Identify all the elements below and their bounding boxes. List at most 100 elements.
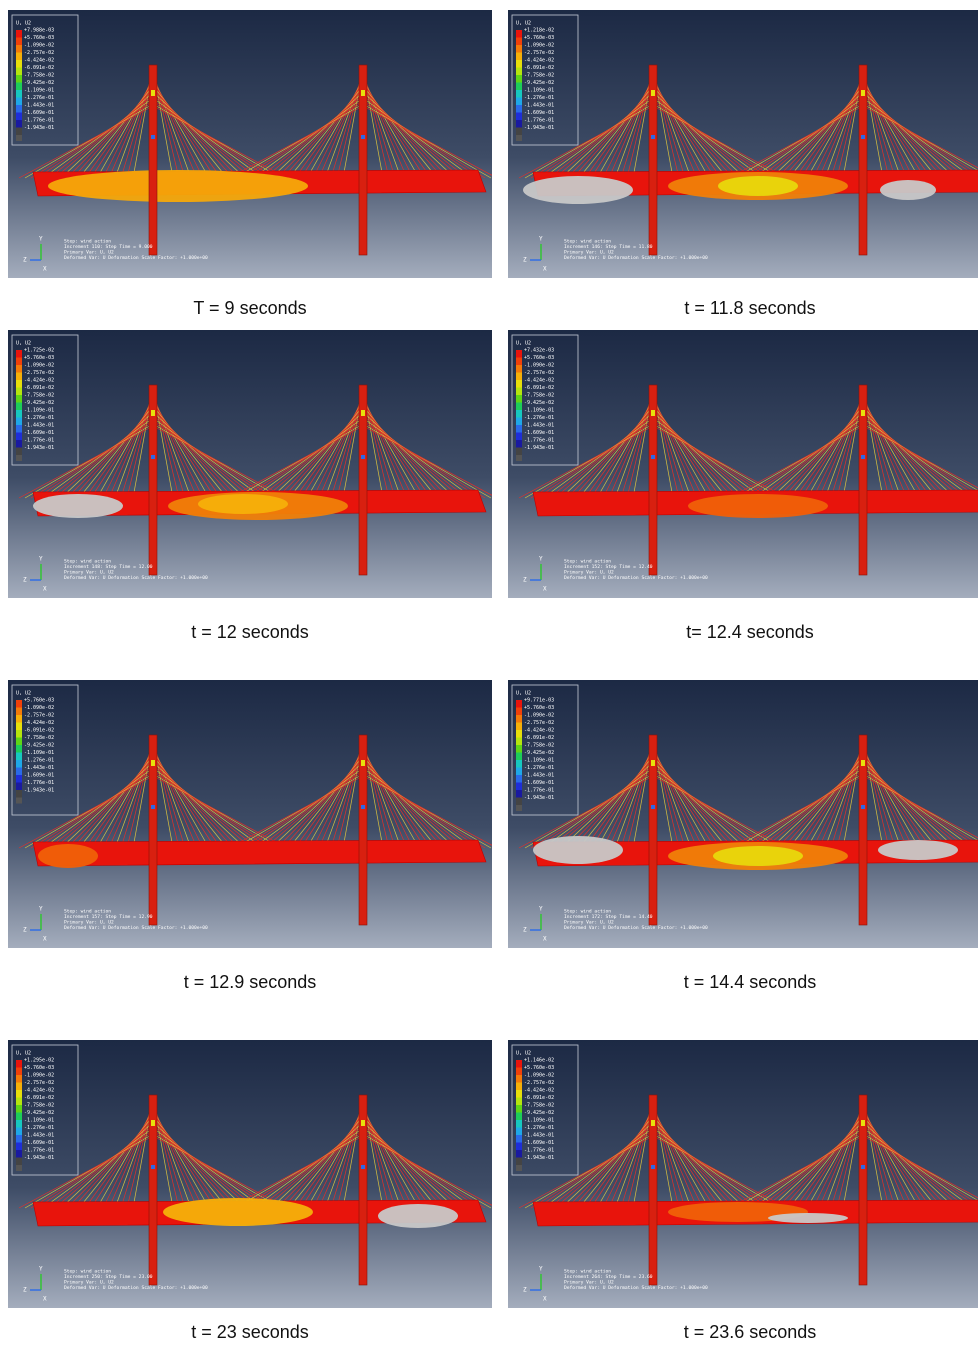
legend-value: -1.443e-01: [24, 423, 54, 429]
legend-value: -9.425e-02: [524, 1110, 554, 1116]
legend-value: -4.424e-02: [524, 1088, 554, 1094]
axis-label: Z: [523, 927, 527, 934]
legend-swatch: [16, 1158, 22, 1166]
legend-swatch: [16, 790, 22, 798]
legend-value: -6.091e-02: [524, 735, 554, 741]
legend-value: -7.758e-02: [524, 743, 554, 749]
legend-value: -1.276e-01: [524, 765, 554, 771]
legend-value: -4.424e-02: [524, 728, 554, 734]
legend-value: +1.725e-02: [24, 348, 54, 354]
step-info: Deformed Var: U Deformation Scale Factor…: [564, 1285, 708, 1291]
legend-value: -1.109e-01: [524, 1118, 554, 1124]
legend-swatch: [16, 1068, 22, 1076]
deck-highlight: [718, 176, 798, 196]
legend-value: -7.758e-02: [24, 73, 54, 79]
legend-swatch: [16, 1143, 22, 1151]
legend-value: -6.091e-02: [24, 728, 54, 734]
caption: t = 12 seconds: [8, 622, 492, 643]
legend-swatch: [516, 700, 522, 708]
axis-label: X: [543, 1296, 547, 1303]
legend-value: -1.090e-02: [24, 1073, 54, 1079]
caption: T = 9 seconds: [8, 298, 492, 319]
step-info: Increment 110: Step Time = 9.000: [64, 244, 153, 250]
legend-value: -9.425e-02: [24, 743, 54, 749]
legend-value: -1.109e-01: [24, 88, 54, 94]
simulation-frame: U, U2+1.218e-02+5.760e-03-1.090e-02-2.75…: [508, 10, 978, 278]
background: [508, 10, 978, 278]
step-info: Primary Var: U, U2: [64, 570, 114, 576]
legend-swatch: [16, 53, 22, 61]
axis-label: X: [43, 586, 47, 593]
legend-value: -1.443e-01: [24, 103, 54, 109]
legend-value: -1.609e-01: [24, 430, 54, 436]
step-info: Step: wind action: [564, 559, 611, 565]
legend-value: -1.943e-01: [524, 445, 554, 451]
legend-value: -9.425e-02: [24, 400, 54, 406]
legend-value: -1.109e-01: [24, 750, 54, 756]
tower-mark: [651, 455, 655, 459]
legend-swatch: [516, 350, 522, 358]
legend-value: -1.776e-01: [524, 438, 554, 444]
step-info: Deformed Var: U Deformation Scale Factor…: [64, 925, 208, 931]
tower-mark: [361, 455, 365, 459]
caption: t = 23 seconds: [8, 1322, 492, 1343]
legend-swatch: [16, 45, 22, 53]
legend-swatch: [516, 768, 522, 776]
legend-value: -7.758e-02: [524, 73, 554, 79]
legend-value: -1.776e-01: [24, 1148, 54, 1154]
tower-mark: [651, 135, 655, 139]
step-info: Primary Var: U, U2: [64, 1280, 114, 1286]
legend-swatch: [516, 1075, 522, 1083]
axis-label: Z: [523, 257, 527, 264]
legend-swatch: [16, 120, 22, 128]
step-info: Increment 157: Step Time = 12.90: [64, 914, 153, 920]
axis-label: X: [543, 266, 547, 273]
legend-swatch: [516, 1143, 522, 1151]
legend-value: -1.109e-01: [24, 408, 54, 414]
legend-swatch: [16, 440, 22, 448]
legend-value: -1.443e-01: [24, 765, 54, 771]
legend-swatch: [16, 798, 22, 804]
legend-value: +7.988e-03: [24, 28, 54, 34]
legend-swatch: [516, 1113, 522, 1121]
legend-value: +5.760e-03: [24, 35, 54, 41]
legend-swatch: [16, 1150, 22, 1158]
tower-mark: [861, 805, 865, 809]
legend-value: -1.776e-01: [524, 788, 554, 794]
legend-swatch: [16, 83, 22, 91]
legend-swatch: [16, 403, 22, 411]
legend-value: +7.432e-03: [524, 348, 554, 354]
legend-swatch: [516, 425, 522, 433]
legend-swatch: [516, 783, 522, 791]
tower-mark: [151, 1165, 155, 1169]
legend-value: -7.758e-02: [24, 393, 54, 399]
legend-value: +5.760e-03: [24, 698, 54, 704]
background: [8, 1040, 492, 1308]
legend-value: +5.760e-03: [524, 705, 554, 711]
step-info: Step: wind action: [564, 1269, 611, 1275]
legend-value: -9.425e-02: [24, 1110, 54, 1116]
legend-swatch: [516, 1098, 522, 1106]
tower-mark: [361, 760, 365, 766]
legend-swatch: [516, 760, 522, 768]
legend-value: -1.776e-01: [24, 118, 54, 124]
legend-swatch: [516, 440, 522, 448]
tower-mark: [151, 805, 155, 809]
background: [508, 330, 978, 598]
legend-title: U, U2: [16, 1051, 31, 1057]
legend-swatch: [16, 75, 22, 83]
deck-highlight: [198, 494, 288, 514]
legend-value: -2.757e-02: [524, 720, 554, 726]
legend-value: -1.443e-01: [524, 423, 554, 429]
legend-swatch: [16, 775, 22, 783]
legend-swatch: [516, 90, 522, 98]
background: [8, 330, 492, 598]
legend-value: -1.443e-01: [524, 103, 554, 109]
caption: t = 23.6 seconds: [508, 1322, 978, 1343]
simulation-frame: U, U2+1.295e-02+5.760e-03-1.090e-02-2.75…: [8, 1040, 492, 1308]
axis-label: X: [43, 1296, 47, 1303]
axis-label: Z: [523, 1287, 527, 1294]
legend-swatch: [516, 358, 522, 366]
legend-value: -9.425e-02: [524, 750, 554, 756]
legend-swatch: [516, 1068, 522, 1076]
